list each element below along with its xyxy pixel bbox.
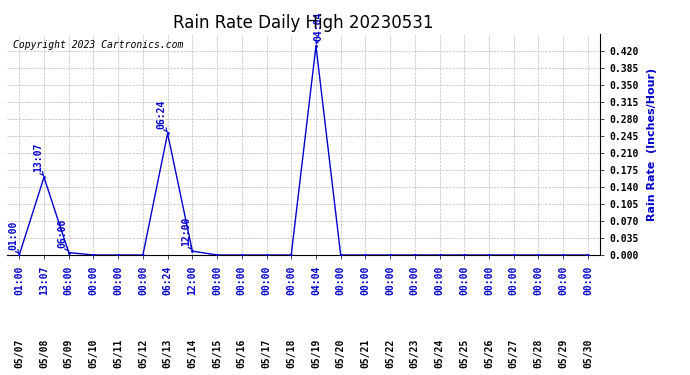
Text: 00:00: 00:00 (360, 266, 371, 296)
Text: 00:00: 00:00 (113, 266, 123, 296)
Text: 05/19: 05/19 (311, 339, 321, 369)
Text: 05/16: 05/16 (237, 339, 247, 369)
Text: 05/30: 05/30 (583, 339, 593, 369)
Text: 01:00: 01:00 (14, 266, 24, 296)
Text: 00:00: 00:00 (385, 266, 395, 296)
Text: 00:00: 00:00 (237, 266, 247, 296)
Text: 05/11: 05/11 (113, 339, 123, 369)
Text: 04:04: 04:04 (311, 266, 321, 296)
Text: 00:00: 00:00 (583, 266, 593, 296)
Text: 06:00: 06:00 (63, 266, 74, 296)
Text: 05/23: 05/23 (410, 339, 420, 369)
Text: 00:00: 00:00 (410, 266, 420, 296)
Text: 12:00: 12:00 (188, 266, 197, 296)
Text: 05/18: 05/18 (286, 339, 296, 369)
Text: 05/13: 05/13 (163, 339, 172, 369)
Text: 05/10: 05/10 (88, 339, 99, 369)
Text: 13:07: 13:07 (39, 266, 49, 296)
Text: 05/14: 05/14 (188, 339, 197, 369)
Text: 00:00: 00:00 (435, 266, 444, 296)
Y-axis label: Rain Rate  (Inches/Hour): Rain Rate (Inches/Hour) (647, 68, 657, 221)
Text: 05/21: 05/21 (360, 339, 371, 369)
Text: 05/12: 05/12 (138, 339, 148, 369)
Text: Copyright 2023 Cartronics.com: Copyright 2023 Cartronics.com (13, 40, 184, 50)
Text: 05/17: 05/17 (262, 339, 271, 369)
Text: 05/15: 05/15 (212, 339, 222, 369)
Text: 00:00: 00:00 (286, 266, 296, 296)
Text: 05/09: 05/09 (63, 339, 74, 369)
Text: 06:24: 06:24 (157, 99, 166, 129)
Text: 00:00: 00:00 (558, 266, 568, 296)
Text: 00:00: 00:00 (336, 266, 346, 296)
Text: 01:00: 01:00 (8, 221, 18, 250)
Text: 05/29: 05/29 (558, 339, 568, 369)
Text: 04:04: 04:04 (313, 12, 324, 41)
Text: 06:24: 06:24 (163, 266, 172, 296)
Text: 05/08: 05/08 (39, 339, 49, 369)
Text: 05/07: 05/07 (14, 339, 24, 369)
Text: 00:00: 00:00 (509, 266, 519, 296)
Text: 05/28: 05/28 (533, 339, 544, 369)
Text: 00:00: 00:00 (138, 266, 148, 296)
Title: Rain Rate Daily High 20230531: Rain Rate Daily High 20230531 (173, 14, 434, 32)
Text: 00:00: 00:00 (262, 266, 271, 296)
Text: 06:00: 06:00 (57, 218, 68, 248)
Text: 05/25: 05/25 (460, 339, 469, 369)
Text: 00:00: 00:00 (88, 266, 99, 296)
Text: 13:07: 13:07 (33, 143, 43, 172)
Text: 00:00: 00:00 (460, 266, 469, 296)
Text: 00:00: 00:00 (212, 266, 222, 296)
Text: 05/27: 05/27 (509, 339, 519, 369)
Text: 00:00: 00:00 (533, 266, 544, 296)
Text: 05/26: 05/26 (484, 339, 494, 369)
Text: 05/22: 05/22 (385, 339, 395, 369)
Text: 12:00: 12:00 (181, 217, 191, 246)
Text: 05/24: 05/24 (435, 339, 444, 369)
Text: 05/20: 05/20 (336, 339, 346, 369)
Text: 00:00: 00:00 (484, 266, 494, 296)
